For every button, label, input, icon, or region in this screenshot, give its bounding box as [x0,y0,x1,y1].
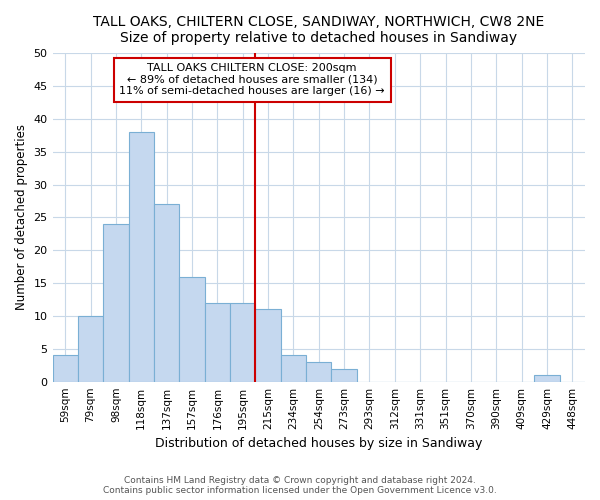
Bar [281,356,306,382]
Bar [78,316,103,382]
Title: TALL OAKS, CHILTERN CLOSE, SANDIWAY, NORTHWICH, CW8 2NE
Size of property relativ: TALL OAKS, CHILTERN CLOSE, SANDIWAY, NOR… [93,15,544,45]
Bar [53,356,78,382]
Text: Contains HM Land Registry data © Crown copyright and database right 2024.
Contai: Contains HM Land Registry data © Crown c… [103,476,497,495]
Bar [534,375,560,382]
Bar [306,362,331,382]
X-axis label: Distribution of detached houses by size in Sandiway: Distribution of detached houses by size … [155,437,482,450]
Bar [128,132,154,382]
Bar [179,276,205,382]
Text: TALL OAKS CHILTERN CLOSE: 200sqm
← 89% of detached houses are smaller (134)
11% : TALL OAKS CHILTERN CLOSE: 200sqm ← 89% o… [119,63,385,96]
Bar [205,303,230,382]
Bar [331,368,357,382]
Bar [256,310,281,382]
Y-axis label: Number of detached properties: Number of detached properties [15,124,28,310]
Bar [103,224,128,382]
Bar [154,204,179,382]
Bar [230,303,256,382]
